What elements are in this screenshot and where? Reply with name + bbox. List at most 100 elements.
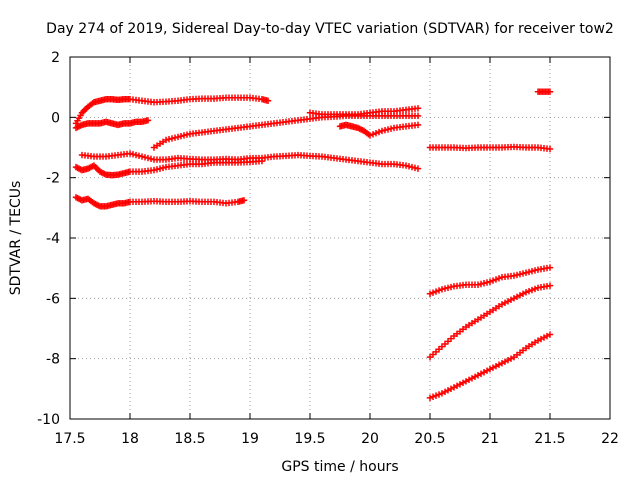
series-s7 [306,105,422,118]
data-point [486,278,494,285]
data-point [156,165,164,172]
data-point [402,162,410,169]
x-tick-label: 21 [481,431,499,447]
y-tick-label: 0 [51,110,60,126]
data-point [414,105,422,112]
data-point [168,135,176,142]
data-point [519,270,527,277]
data-point [141,154,149,161]
x-axis-label: GPS time / hours [281,459,398,475]
x-tick-label: 20.5 [414,431,445,447]
data-point [444,284,452,291]
data-point [165,136,173,143]
data-point [183,131,191,138]
data-points [72,88,554,402]
data-point [174,133,182,141]
data-point [528,267,536,275]
data-point [408,163,416,171]
data-point [258,157,266,165]
data-point [546,145,554,153]
data-point [546,282,554,289]
data-point [516,271,524,278]
x-tick-label: 19 [241,431,259,447]
data-point [171,134,179,141]
series-s8 [336,121,422,139]
data-point [432,288,440,295]
data-point [414,121,422,129]
data-point [528,286,536,294]
y-tick-label: -10 [37,412,60,428]
data-point [138,153,146,160]
data-point [441,285,449,292]
series-s6 [72,194,248,210]
data-point [177,132,185,140]
data-point [375,128,383,136]
data-point [153,166,161,173]
data-point [474,281,482,288]
data-point [489,277,497,284]
data-point [381,126,389,134]
x-tick-label: 22 [601,431,619,447]
data-point [435,391,443,398]
data-point [144,117,152,124]
data-point [435,287,443,294]
data-point [150,166,158,174]
data-point [525,268,533,276]
data-point [522,269,530,276]
data-point [510,272,518,279]
data-point [129,151,137,158]
y-tick-label: -6 [46,291,60,307]
series-s5 [72,157,266,179]
data-point [264,97,272,104]
data-point [432,392,440,399]
x-tick-label: 21.5 [534,431,565,447]
data-point [531,285,539,293]
x-tick-label: 18 [121,431,139,447]
data-point [132,151,140,159]
data-point [414,165,422,172]
x-tick-label: 17.5 [54,431,85,447]
data-point [531,267,539,274]
data-point [447,283,455,291]
tick-labels: 17.5 18 18.5 19 19.5 20 20.5 21 21.5 22 -10 -8 -6 -4 -… [37,50,619,447]
data-point [546,331,554,338]
data-point [405,163,413,170]
data-point [480,280,488,287]
data-point [384,126,392,133]
y-axis-label: SDTVAR / TECUs [8,181,24,296]
series-s12 [426,282,554,361]
data-point [387,125,395,132]
data-point [366,132,374,139]
y-tick-label: -8 [46,352,60,368]
data-point [144,154,152,162]
plot-frame [69,56,611,420]
series-s10 [534,88,554,95]
data-point [414,112,422,120]
data-point [438,286,446,293]
x-tick-label: 20 [361,431,379,447]
data-point [411,164,419,172]
data-point [147,155,155,163]
data-point [135,152,143,159]
data-point [426,290,434,298]
data-point [372,129,380,137]
series-s11 [426,264,554,298]
data-point [525,287,533,295]
data-point [126,150,134,157]
data-point [159,164,167,172]
data-point [429,289,437,296]
data-point [546,264,554,271]
y-tick-label: -2 [46,171,60,187]
data-point [522,289,530,296]
series-s4 [78,150,422,172]
x-tick-label: 18.5 [174,431,205,447]
data-point [429,393,437,400]
data-point [378,127,386,135]
x-tick-label: 19.5 [294,431,325,447]
data-point [240,197,248,204]
data-point [483,279,491,286]
series-s13 [426,331,554,402]
data-point [162,136,170,144]
y-tick-label: -4 [46,231,60,247]
